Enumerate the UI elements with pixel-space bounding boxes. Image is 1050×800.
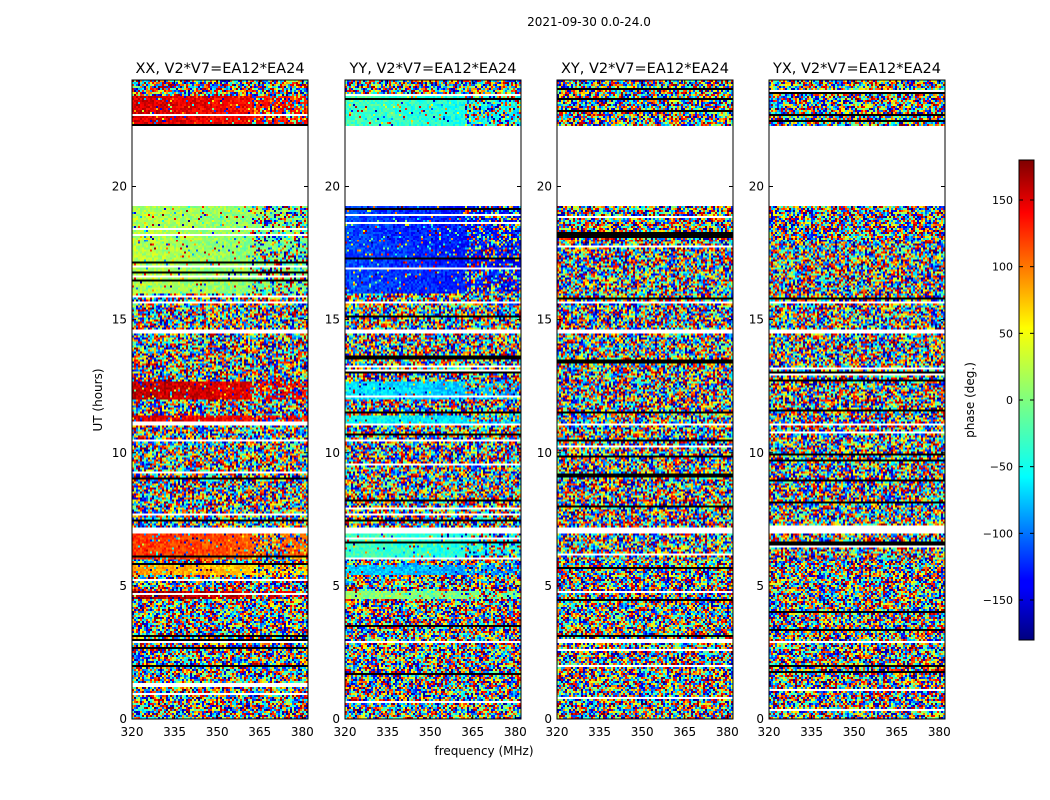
y-tick-label: 20 xyxy=(749,180,764,194)
x-tick-label: 335 xyxy=(800,725,823,739)
x-tick-label: 380 xyxy=(291,725,314,739)
y-tick-label: 20 xyxy=(325,180,340,194)
axes-frame xyxy=(131,79,309,720)
y-tick-label: 0 xyxy=(332,712,340,726)
heatmap-image xyxy=(557,80,733,719)
y-tick-label: 15 xyxy=(537,313,552,327)
y-tick-label: 10 xyxy=(325,446,340,460)
y-tick-label: 10 xyxy=(112,446,127,460)
y-tick-label: 5 xyxy=(544,579,552,593)
x-tick-label: 320 xyxy=(758,725,781,739)
colorbar-tick-label: 150 xyxy=(992,194,1013,207)
panel-xy: XY, V2*V7=EA12*EA24 320 335 350 365 380 0 5 10 15… xyxy=(537,61,739,739)
y-tick-label: 15 xyxy=(749,313,764,327)
x-axis-label: frequency (MHz) xyxy=(434,744,533,758)
colorbar-tick-label: −150 xyxy=(983,594,1013,607)
axes-frame xyxy=(768,79,946,720)
x-tick-label: 350 xyxy=(843,725,866,739)
axes-frame xyxy=(556,79,734,720)
panel-title: YY, V2*V7=EA12*EA24 xyxy=(349,61,517,77)
colorbar-tick-label: −50 xyxy=(990,461,1013,474)
heatmap-image xyxy=(769,80,945,719)
panel-title: YX, V2*V7=EA12*EA24 xyxy=(772,61,941,77)
x-tick-label: 365 xyxy=(673,725,696,739)
x-tick-label: 365 xyxy=(885,725,908,739)
x-tick-label: 320 xyxy=(334,725,357,739)
panel-xx: XX, V2*V7=EA12*EA24 320 335 350 365 380 0 5 10 15… xyxy=(91,61,314,739)
figure-suptitle: 2021-09-30 0.0-24.0 xyxy=(527,15,651,29)
y-tick-label: 5 xyxy=(332,579,340,593)
colorbar-tick-label: −100 xyxy=(983,527,1013,540)
x-tick-label: 350 xyxy=(419,725,442,739)
y-tick-label: 5 xyxy=(756,579,764,593)
y-tick-label: 20 xyxy=(537,180,552,194)
x-tick-label: 320 xyxy=(121,725,144,739)
y-tick-label: 0 xyxy=(119,712,127,726)
y-tick-label: 20 xyxy=(112,180,127,194)
x-tick-label: 365 xyxy=(248,725,271,739)
y-tick-label: 5 xyxy=(119,579,127,593)
panel-title: XY, V2*V7=EA12*EA24 xyxy=(561,61,729,77)
colorbar-label: phase (deg.) xyxy=(963,362,977,438)
x-tick-label: 350 xyxy=(206,725,229,739)
x-tick-label: 335 xyxy=(163,725,186,739)
x-tick-label: 380 xyxy=(504,725,527,739)
panel-yy: YY, V2*V7=EA12*EA24 320 335 350 365 380 0 5 10 15… xyxy=(325,61,534,758)
x-tick-label: 380 xyxy=(928,725,951,739)
y-tick-label: 15 xyxy=(112,313,127,327)
panel-yx: YX, V2*V7=EA12*EA24 320 335 350 365 380 0 5 10 15… xyxy=(749,61,951,739)
y-axis-label: UT (hours) xyxy=(91,368,105,431)
x-tick-label: 335 xyxy=(588,725,611,739)
colorbar-tick-label: 0 xyxy=(1006,394,1013,407)
x-tick-label: 335 xyxy=(376,725,399,739)
x-tick-label: 380 xyxy=(716,725,739,739)
heatmap-image xyxy=(132,80,308,719)
y-tick-label: 10 xyxy=(749,446,764,460)
colorbar: 150 100 50 0 −50 −100 −150 phase (deg.) xyxy=(963,159,1035,641)
heatmap-image xyxy=(345,80,521,719)
axes-frame xyxy=(344,79,522,720)
x-tick-label: 350 xyxy=(631,725,654,739)
y-tick-label: 0 xyxy=(756,712,764,726)
x-tick-label: 320 xyxy=(546,725,569,739)
y-tick-label: 0 xyxy=(544,712,552,726)
y-tick-label: 10 xyxy=(537,446,552,460)
panel-title: XX, V2*V7=EA12*EA24 xyxy=(135,61,304,77)
x-tick-label: 365 xyxy=(461,725,484,739)
colorbar-tick-label: 100 xyxy=(992,261,1013,274)
colorbar-tick-label: 50 xyxy=(999,327,1013,340)
y-tick-label: 15 xyxy=(325,313,340,327)
